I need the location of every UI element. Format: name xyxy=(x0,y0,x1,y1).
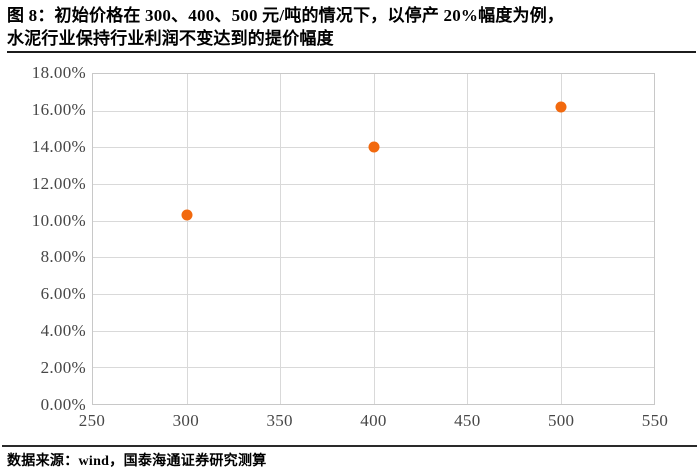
figure-title-line-2: 水泥行业保持行业利润不变达到的提价幅度 xyxy=(7,29,334,48)
y-axis-tick-label: 14.00% xyxy=(31,136,86,156)
y-axis-tick-label: 4.00% xyxy=(40,321,86,341)
x-axis-tick-label: 250 xyxy=(78,411,106,430)
data-point xyxy=(181,209,192,221)
vertical-gridline xyxy=(186,74,188,404)
scatter-chart: 0.00% 2.00% 4.00% 6.00% 8.00% 10.00% 12.00% 14.… xyxy=(0,60,699,435)
footer-divider xyxy=(2,445,697,447)
y-axis-tick-label: 6.00% xyxy=(40,284,86,304)
title-divider xyxy=(7,51,696,53)
x-axis-tick-label: 550 xyxy=(641,411,669,430)
data-point xyxy=(368,141,379,153)
data-point xyxy=(555,101,566,113)
vertical-gridline xyxy=(373,74,375,404)
vertical-gridline xyxy=(467,74,468,404)
vertical-gridline xyxy=(280,74,281,404)
y-axis-tick-label: 12.00% xyxy=(31,173,86,193)
x-axis-tick-label: 450 xyxy=(454,411,481,430)
y-axis-tick-label: 8.00% xyxy=(40,247,86,267)
x-axis-tick-label: 400 xyxy=(360,411,387,430)
figure-title: 图 8：初始价格在 300、400、500 元/吨的情况下，以停产 20%幅度为… xyxy=(7,4,693,50)
y-axis-tick-label: 0.00% xyxy=(40,395,86,414)
y-axis-tick-label: 18.00% xyxy=(31,63,86,82)
y-axis-tick-label: 10.00% xyxy=(31,210,86,230)
y-axis: 0.00% 2.00% 4.00% 6.00% 8.00% 10.00% 12.00% 14.… xyxy=(0,63,86,414)
x-axis-tick-label: 500 xyxy=(547,411,575,430)
source-note: 数据来源：wind，国泰海通证券研究测算 xyxy=(7,454,267,469)
vertical-gridline xyxy=(560,74,562,404)
plot-area xyxy=(92,73,655,405)
y-axis-tick-label: 2.00% xyxy=(40,358,86,378)
x-axis: 250 300 350 400 450 500 550 xyxy=(79,411,668,433)
x-axis-tick-label: 350 xyxy=(266,411,293,430)
y-axis-tick-label: 16.00% xyxy=(31,99,86,119)
x-axis-tick-label: 300 xyxy=(172,411,200,430)
figure-title-line-1: 图 8：初始价格在 300、400、500 元/吨的情况下，以停产 20%幅度为… xyxy=(7,6,565,25)
